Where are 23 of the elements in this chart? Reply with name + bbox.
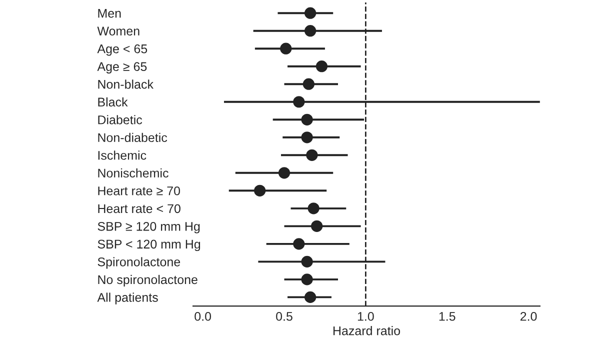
- x-tick-label: 0.5: [276, 312, 292, 321]
- y-tick-label: Non-black: [98, 80, 154, 89]
- x-tick-label: 1.0: [358, 312, 374, 321]
- x-tick-label: 2.0: [520, 312, 537, 321]
- y-tick-label: Spironolactone: [98, 257, 180, 269]
- y-tick-label: Heart rate ≥ 70: [98, 186, 180, 196]
- y-tick-label: Non-diabetic: [98, 132, 168, 142]
- y-tick-label: Heart rate < 70: [98, 204, 180, 214]
- y-tick-label: No spironolactone: [98, 274, 198, 287]
- y-tick-label: SBP ≥ 120 mm Hg: [98, 222, 200, 234]
- y-tick-label: Age < 65: [97, 44, 148, 56]
- y-tick-label: Ischemic: [98, 150, 146, 160]
- y-tick-label: SBP < 120 mm Hg: [98, 240, 200, 252]
- y-tick-label: Age ≥ 65: [97, 62, 147, 74]
- y-tick-label: Diabetic: [98, 115, 142, 124]
- x-tick-label: 0.0: [194, 312, 212, 321]
- x-tick-label: 1.5: [439, 312, 456, 321]
- x-axis-title: Hazard ratio: [333, 326, 400, 336]
- y-tick-label: All patients: [97, 292, 158, 304]
- y-tick-label: Black: [98, 97, 128, 107]
- y-tick-label: Women: [97, 26, 140, 36]
- y-tick-label: Men: [98, 9, 121, 18]
- y-tick-label: Nonischemic: [98, 168, 168, 178]
